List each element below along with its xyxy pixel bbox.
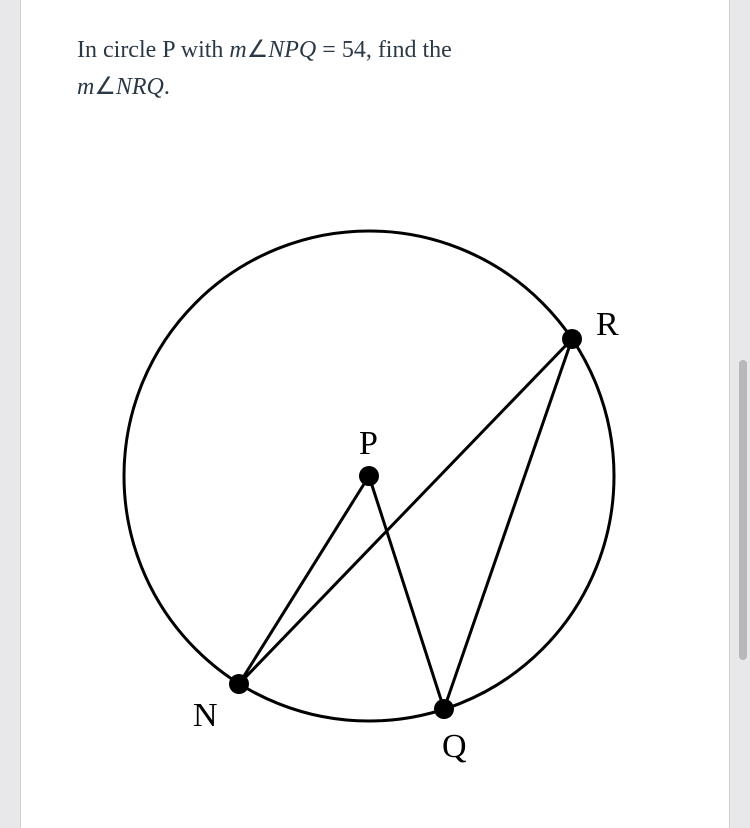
point-label-N: N bbox=[193, 697, 218, 734]
angle-symbol-1: ∠ bbox=[247, 37, 269, 63]
problem-statement: In circle P with m∠NPQ = 54, find the m∠… bbox=[77, 32, 681, 106]
period: . bbox=[164, 74, 170, 100]
point-label-Q: Q bbox=[442, 728, 467, 765]
text-suffix: , find the bbox=[366, 37, 452, 63]
angle-letters-1: NPQ bbox=[268, 37, 316, 63]
angle-letters-2: NRQ bbox=[116, 74, 164, 100]
point-label-P: P bbox=[359, 425, 378, 462]
diagram-container: P N Q R bbox=[77, 196, 681, 776]
content-card: In circle P with m∠NPQ = 54, find the m∠… bbox=[20, 0, 730, 828]
given-value: 54 bbox=[342, 37, 366, 63]
expr-m: m bbox=[229, 37, 246, 63]
equals: = bbox=[316, 37, 342, 63]
scrollbar-thumb[interactable] bbox=[739, 360, 747, 660]
point-label-R: R bbox=[596, 306, 619, 343]
geometry-diagram: P N Q R bbox=[89, 196, 669, 776]
text-prefix: In circle P with bbox=[77, 37, 229, 63]
expr-m-2: m bbox=[77, 74, 94, 100]
angle-symbol-2: ∠ bbox=[94, 74, 116, 100]
